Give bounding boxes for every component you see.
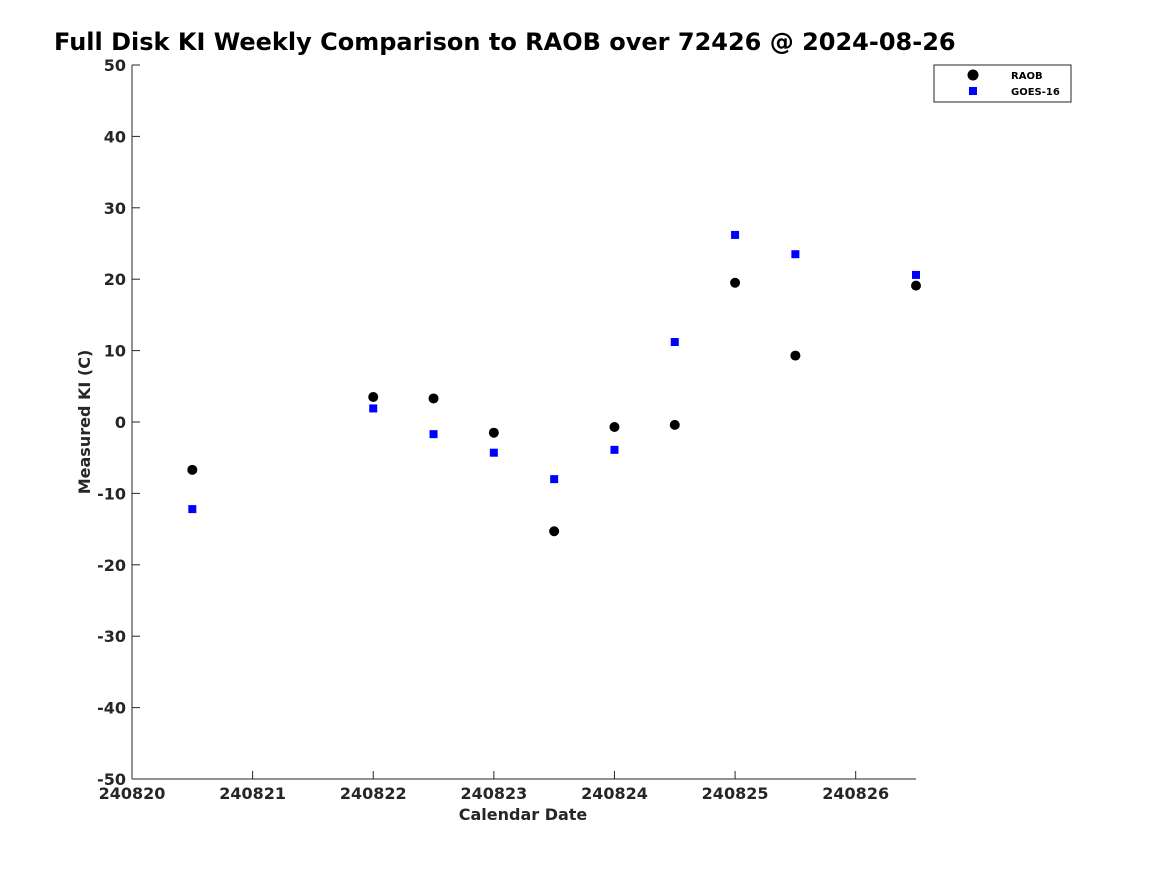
x-axis-label: Calendar Date [459,805,588,824]
chart-title: Full Disk KI Weekly Comparison to RAOB o… [54,28,956,56]
y-tick-label: 20 [104,270,126,289]
legend-marker-circle [967,69,979,81]
data-points [187,230,921,537]
data-point-circle [428,393,439,404]
y-tick-label: 30 [104,199,126,218]
data-point-circle [549,526,560,537]
data-point-circle [368,392,379,403]
y-axis-label: Measured KI (C) [75,350,94,495]
x-tick-label: 240825 [702,784,769,803]
y-tick-label: 10 [104,342,126,361]
data-point-circle [730,277,741,288]
x-tick-label: 240820 [99,784,166,803]
y-tick-label: -20 [97,556,126,575]
y-tick-label: 0 [115,413,126,432]
data-point-square [369,404,378,413]
x-tick-label: 240824 [581,784,648,803]
x-tick-label: 240823 [460,784,527,803]
y-tick-label: 40 [104,127,126,146]
data-point-square [912,270,920,279]
legend-label: RAOB [1011,71,1043,82]
series-raob [187,277,921,537]
series-goes-16 [188,230,920,514]
data-point-square [489,448,498,457]
x-tick-label: 240822 [340,784,407,803]
data-point-circle [790,350,801,361]
legend-marker-square [969,87,977,95]
data-point-circle [609,421,620,432]
data-point-square [188,505,197,514]
legend-box [933,64,1072,103]
data-point-square [610,445,619,454]
y-tick-label: -30 [97,627,126,646]
data-point-square [731,230,740,239]
data-point-square [550,475,559,484]
data-point-square [670,338,679,347]
x-tick-label: 240821 [219,784,286,803]
data-point-circle [669,419,680,430]
data-point-square [791,250,800,259]
y-tick-label: -10 [97,484,126,503]
data-point-square [429,430,438,439]
y-tick-label: -40 [97,699,126,718]
legend-item[interactable]: GOES-16 [969,87,1060,98]
y-tick-label: 50 [104,56,126,75]
axes [131,65,916,780]
data-point-circle [187,464,198,475]
y-axis-ticks: 50 40 30 20 10 0 -10 -20 -30 -40 -50 [97,56,140,789]
x-axis-ticks: 240820 240821 240822 240823 240824 240825 2408… [99,771,889,803]
data-point-circle [911,280,921,291]
data-point-circle [488,427,499,438]
legend[interactable]: RAOB GOES-16 [933,64,1072,103]
legend-label: GOES-16 [1011,87,1060,98]
legend-item[interactable]: RAOB [967,69,1043,83]
y-tick-label: -50 [97,770,126,789]
x-tick-label: 240826 [822,784,889,803]
